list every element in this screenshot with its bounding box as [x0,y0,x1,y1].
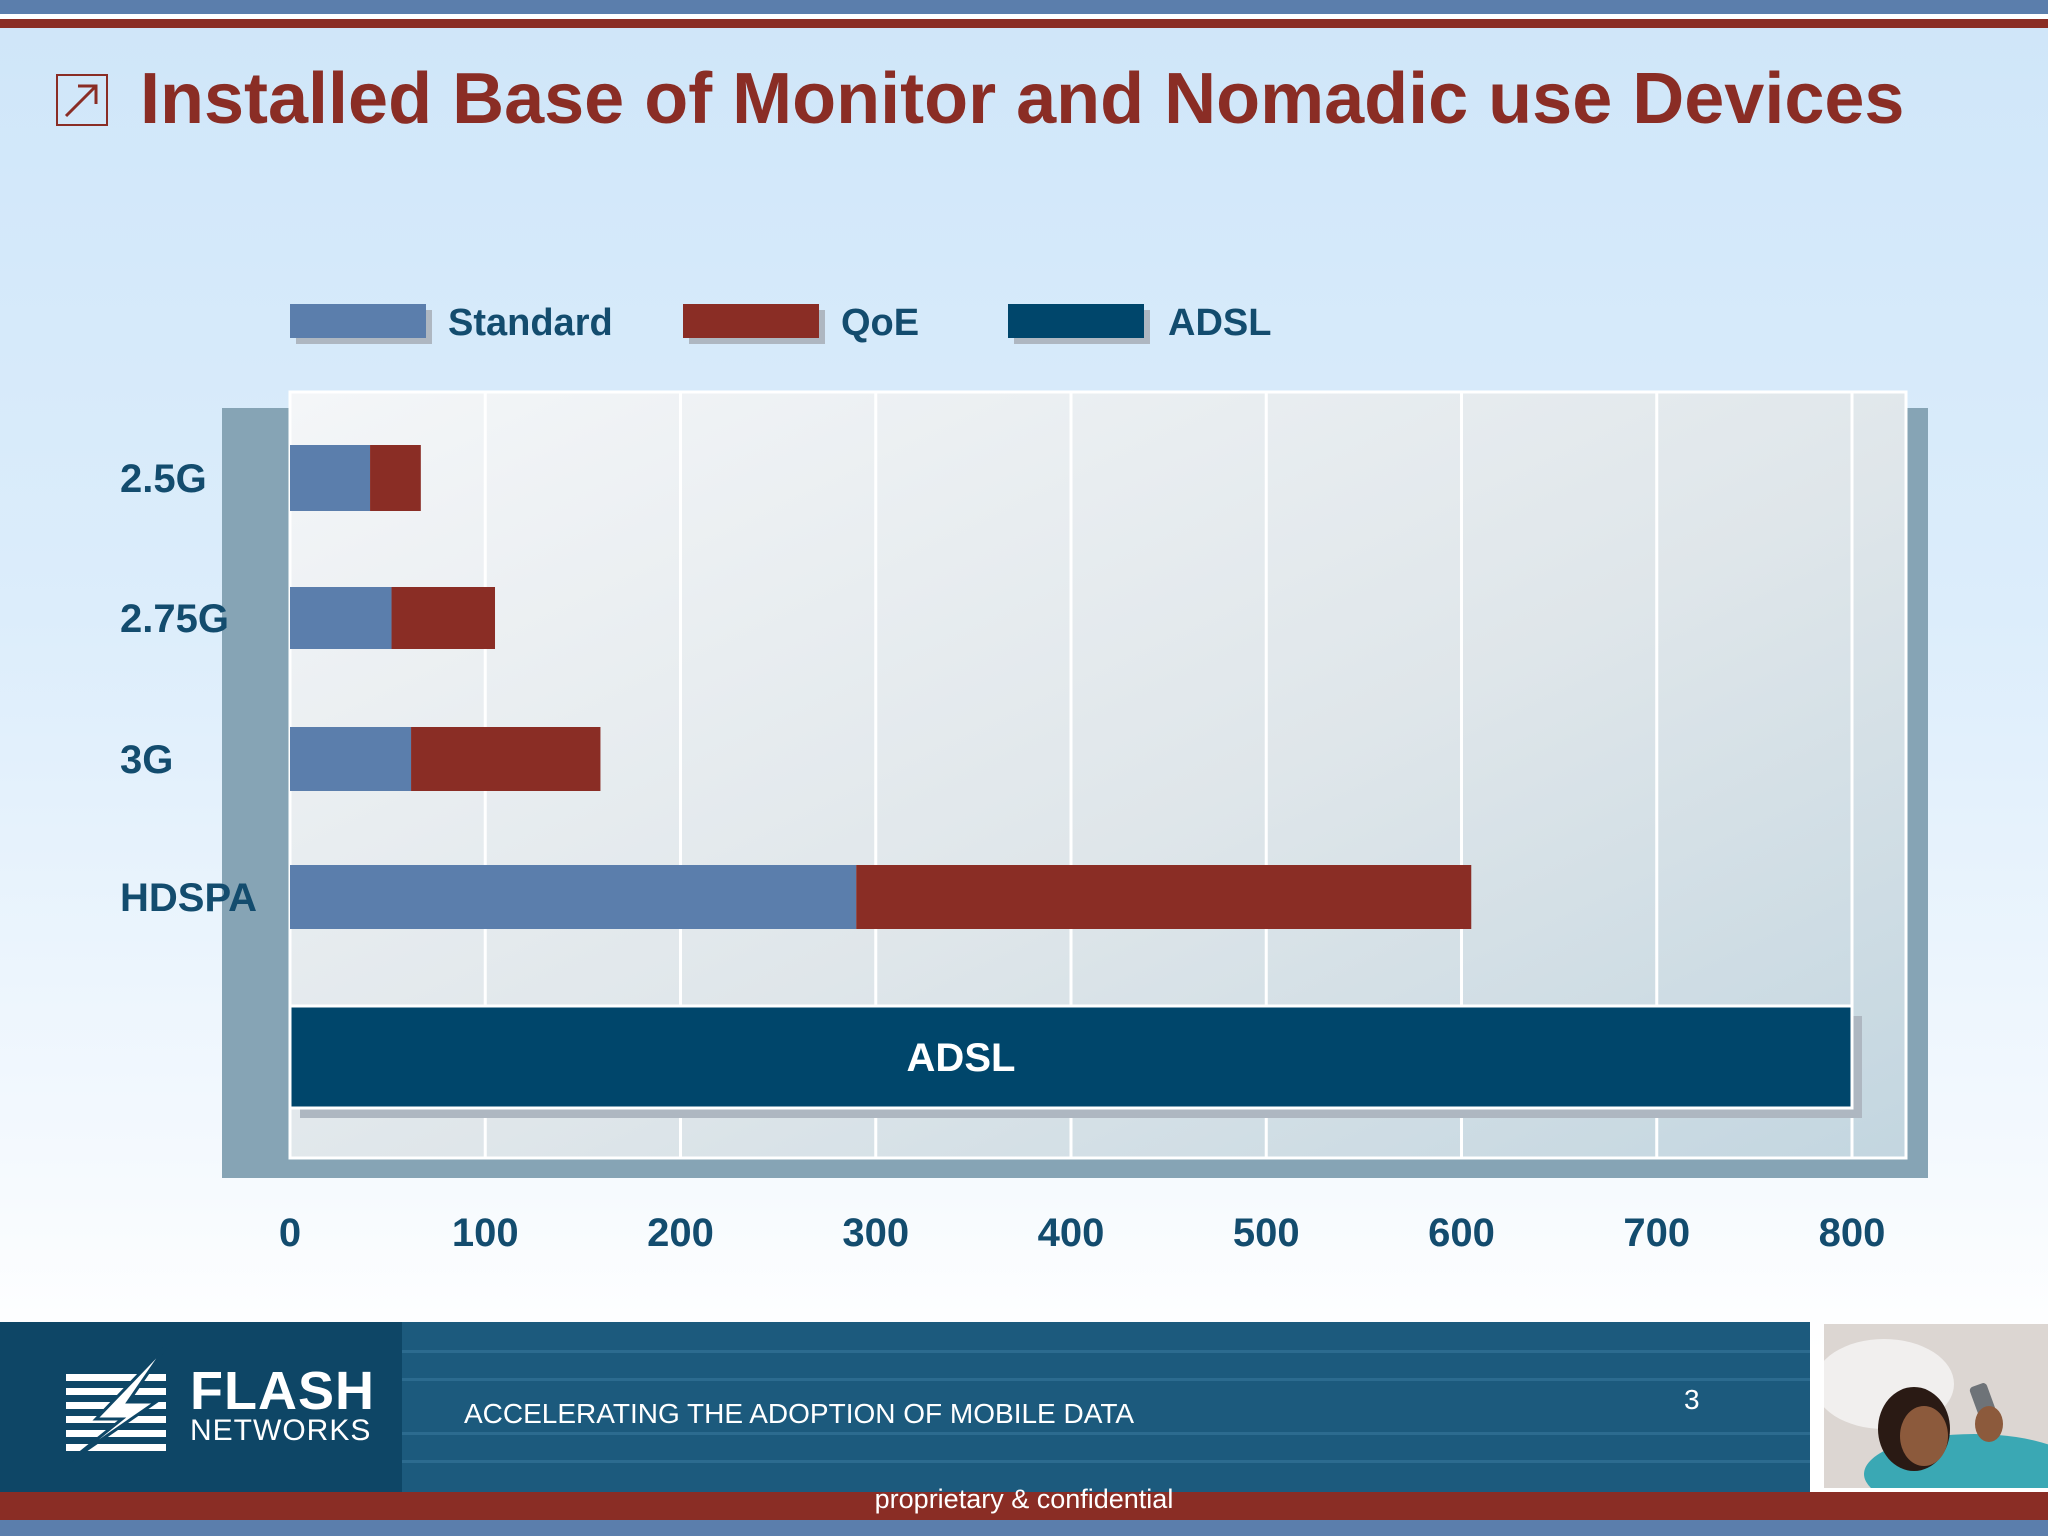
category-label: 3G [120,738,173,782]
legend-label-standard: Standard [448,302,613,344]
bar-chart: 0 100 200 300 400 500 600 700 800 2.5G 2.75G 3G HDSP… [120,390,1928,1255]
bar-qoe-hdspa [856,865,1472,929]
bars [288,445,1862,1118]
labels: 0 100 200 300 400 500 600 700 800 2.5G 2.75G 3G HDSP… [120,457,1885,1255]
x-tick-label: 400 [1038,1211,1105,1255]
legend-swatch-adsl [1008,304,1144,338]
bar-adsl [288,1004,1854,1110]
x-tick-label: 200 [647,1211,714,1255]
top-band-blue [0,0,2048,14]
x-tick-label: 800 [1819,1211,1886,1255]
bar-qoe-3g [411,727,601,791]
flash-logo-icon [66,1344,170,1464]
x-tick-label: 500 [1233,1211,1300,1255]
bar-qoe-275g [391,587,496,649]
bar-label-adsl: ADSL [907,1036,1016,1080]
bar-standard-25g [290,445,371,511]
confidential-notice: proprietary & confidential [874,1484,1174,1514]
x-tick-label: 0 [279,1211,301,1255]
top-band-white [0,14,2048,19]
bar-standard-275g [290,587,392,649]
arrow-box-icon [56,74,108,126]
bar-standard-3g [290,727,412,791]
bar-standard-hdspa [290,865,857,929]
brand-subname: NETWORKS [190,1414,372,1447]
legend-swatch-standard [290,304,426,338]
category-label: 2.75G [120,597,229,641]
category-label: 2.5G [120,457,207,501]
x-tick-label: 700 [1623,1211,1690,1255]
x-tick-label: 100 [452,1211,519,1255]
brand-name: FLASH [190,1361,375,1421]
legend-label-qoe: QoE [841,302,920,344]
footer-stripe [402,1432,1810,1435]
bar-qoe-25g [370,445,421,511]
woman-with-phone-photo [1824,1324,2048,1488]
category-label: HDSPA [120,876,257,920]
footer: FLASH NETWORKS ACCELERATING THE ADOPTION… [0,1322,2048,1492]
x-tick-label: 300 [842,1211,909,1255]
slide-title: Installed Base of Monitor and Nomadic us… [140,59,1905,139]
page-number: 3 [1684,1384,1700,1415]
footer-tagline: ACCELERATING THE ADOPTION OF MOBILE DATA [464,1398,1135,1429]
top-band-red [0,19,2048,28]
legend-label-adsl: ADSL [1168,302,1272,344]
x-tick-label: 600 [1428,1211,1495,1255]
footer-stripe [402,1460,1810,1463]
footer-stripe [402,1378,1810,1381]
bottom-band-red [0,1492,2048,1520]
footer-stripe [402,1350,1810,1353]
legend-swatch-qoe [683,304,819,338]
bottom-band-blue [0,1520,2048,1536]
